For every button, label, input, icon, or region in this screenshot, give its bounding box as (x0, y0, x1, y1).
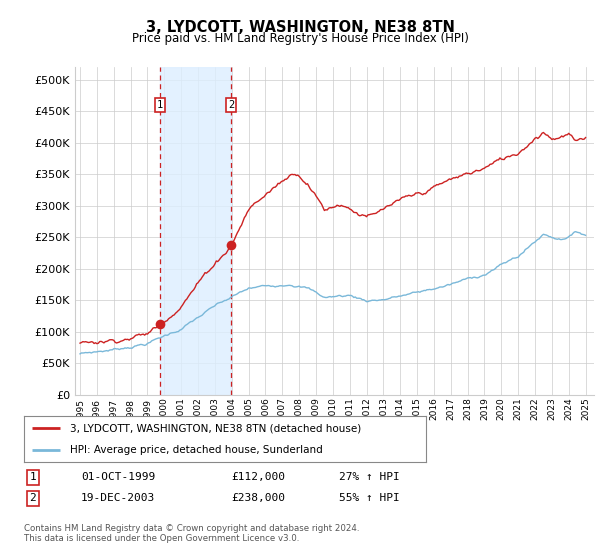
Text: 27% ↑ HPI: 27% ↑ HPI (339, 472, 400, 482)
Text: Price paid vs. HM Land Registry's House Price Index (HPI): Price paid vs. HM Land Registry's House … (131, 32, 469, 45)
Text: 01-OCT-1999: 01-OCT-1999 (81, 472, 155, 482)
Text: 1: 1 (29, 472, 37, 482)
Text: 1: 1 (157, 100, 163, 110)
Text: 3, LYDCOTT, WASHINGTON, NE38 8TN: 3, LYDCOTT, WASHINGTON, NE38 8TN (146, 20, 454, 35)
Text: 2: 2 (29, 493, 37, 503)
Text: 2: 2 (228, 100, 234, 110)
Text: 19-DEC-2003: 19-DEC-2003 (81, 493, 155, 503)
Text: £238,000: £238,000 (231, 493, 285, 503)
Text: Contains HM Land Registry data © Crown copyright and database right 2024.
This d: Contains HM Land Registry data © Crown c… (24, 524, 359, 543)
Text: 3, LYDCOTT, WASHINGTON, NE38 8TN (detached house): 3, LYDCOTT, WASHINGTON, NE38 8TN (detach… (70, 423, 361, 433)
Text: 55% ↑ HPI: 55% ↑ HPI (339, 493, 400, 503)
Bar (160, 67, 231, 395)
Text: £112,000: £112,000 (231, 472, 285, 482)
Text: HPI: Average price, detached house, Sunderland: HPI: Average price, detached house, Sund… (70, 445, 323, 455)
